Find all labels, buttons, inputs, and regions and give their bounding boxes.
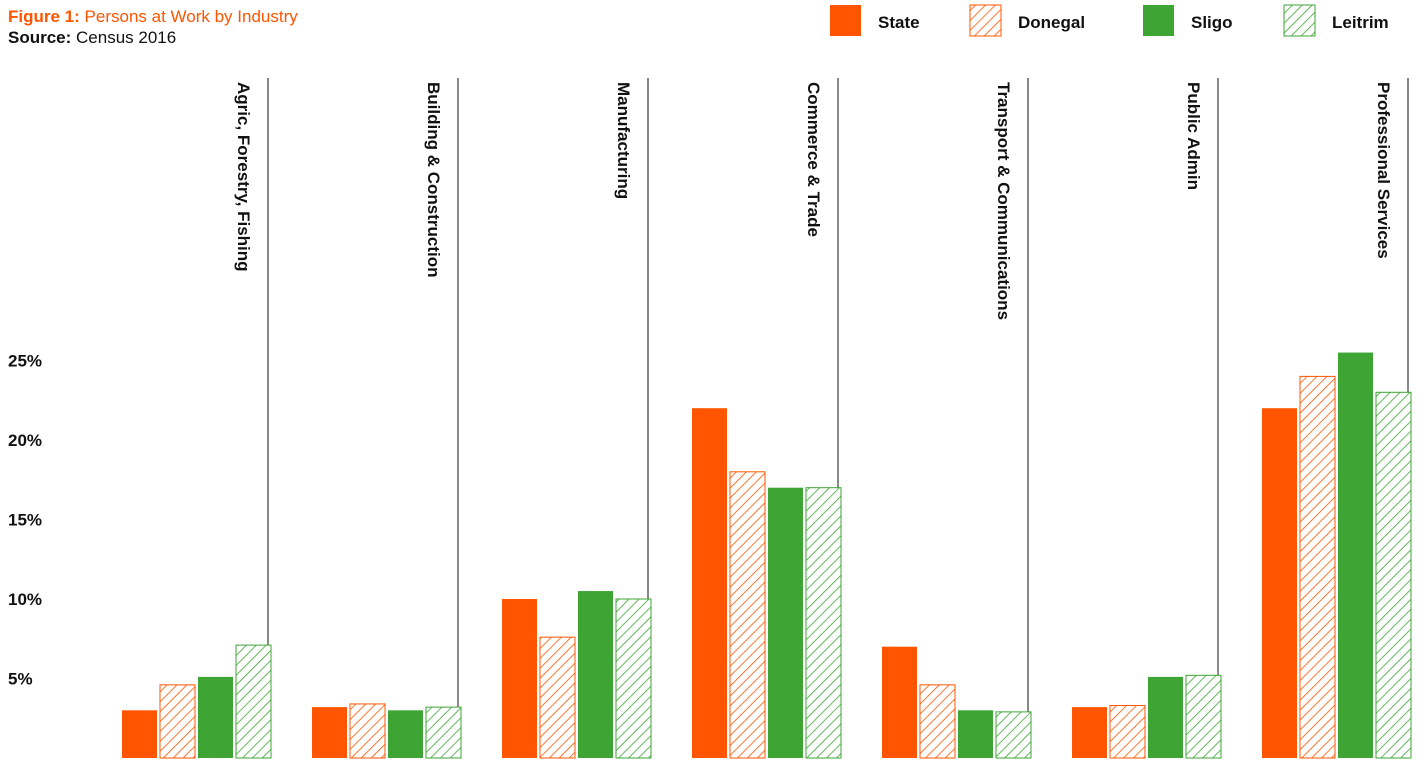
bar-leitrim <box>1185 674 1222 759</box>
y-tick-label: 25% <box>8 352 42 371</box>
bar-leitrim <box>425 706 462 759</box>
bar-donegal <box>349 703 386 759</box>
bar-sligo <box>1148 676 1183 758</box>
category-label: Public Admin <box>1184 82 1203 190</box>
bar-leitrim <box>995 711 1032 759</box>
legend-swatch-sligo <box>1143 5 1174 36</box>
figure-title-text: Persons at Work by Industry <box>84 7 298 26</box>
bar-state <box>502 599 537 758</box>
category-label: Agric, Forestry, Fishing <box>234 82 253 272</box>
legend-swatch-state <box>830 5 861 36</box>
y-tick-label: 5% <box>8 670 33 689</box>
source-text: Census 2016 <box>76 28 177 47</box>
legend-label-donegal: Donegal <box>1018 13 1085 32</box>
bar-leitrim <box>235 644 272 759</box>
legend-label-leitrim: Leitrim <box>1332 13 1389 32</box>
figure-title: Figure 1: Persons at Work by Industry <box>8 6 298 27</box>
bar-state <box>692 408 727 758</box>
category-label: Commerce & Trade <box>804 82 823 237</box>
bar-leitrim <box>615 598 652 759</box>
y-tick-label: 15% <box>8 511 42 530</box>
bar-donegal <box>729 471 766 759</box>
bar-sligo <box>1338 352 1373 758</box>
source-line: Source: Census 2016 <box>8 27 298 48</box>
bar-state <box>312 707 347 758</box>
legend-label-sligo: Sligo <box>1191 13 1233 32</box>
y-tick-label: 20% <box>8 431 42 450</box>
bar-leitrim <box>805 487 842 759</box>
bar-donegal <box>919 684 956 759</box>
bar-state <box>882 646 917 758</box>
category-label: Manufacturing <box>614 82 633 199</box>
bar-donegal <box>539 636 576 759</box>
y-tick-label: 10% <box>8 590 42 609</box>
bar-state <box>1072 707 1107 758</box>
category-label: Transport & Communications <box>994 82 1013 320</box>
bar-donegal <box>1109 705 1146 759</box>
bar-leitrim <box>1375 391 1412 759</box>
figure-label: Figure 1: <box>8 7 80 26</box>
bar-sligo <box>958 710 993 758</box>
chart-legend: State Donegal Sligo Leitrim <box>830 4 1389 37</box>
legend-label-state: State <box>878 13 920 32</box>
category-label: Professional Services <box>1374 82 1393 259</box>
legend-swatch-donegal <box>969 4 1002 37</box>
bar-sligo <box>388 710 423 758</box>
category-label: Building & Construction <box>424 82 443 277</box>
bar-sligo <box>768 487 803 758</box>
bar-sligo <box>198 676 233 758</box>
title-block: Figure 1: Persons at Work by Industry So… <box>8 6 298 48</box>
bar-state <box>1262 408 1297 758</box>
bar-donegal <box>1299 375 1336 759</box>
bar-state <box>122 710 157 758</box>
bar-sligo <box>578 591 613 758</box>
source-label: Source: <box>8 28 72 47</box>
legend-swatch-leitrim <box>1283 4 1316 37</box>
bar-donegal <box>159 684 196 759</box>
